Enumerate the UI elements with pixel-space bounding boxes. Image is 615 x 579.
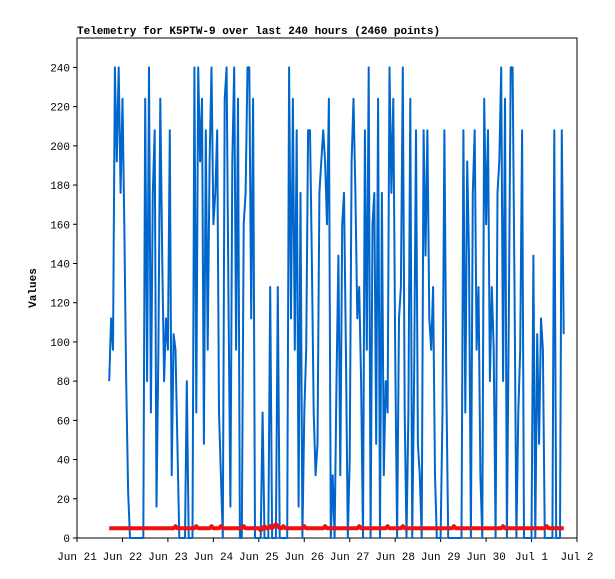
x-tick-label: Jun 27 bbox=[330, 552, 370, 564]
y-tick-label: 200 bbox=[50, 142, 70, 154]
x-tick-label: Jul 1 bbox=[515, 552, 548, 564]
x-tick-label: Jun 30 bbox=[466, 552, 506, 564]
y-tick-label: 40 bbox=[57, 456, 70, 468]
x-tick-label: Jun 28 bbox=[375, 552, 415, 564]
y-tick-label: 140 bbox=[50, 259, 70, 271]
x-tick-label: Jul 2 bbox=[560, 552, 593, 564]
y-tick-label: 0 bbox=[63, 534, 70, 546]
plot-frame bbox=[76, 37, 578, 539]
data-line bbox=[108, 66, 565, 539]
y-tick-label: 120 bbox=[50, 299, 70, 311]
y-tick-label: 60 bbox=[57, 416, 70, 428]
y-tick-label: 240 bbox=[50, 63, 70, 75]
x-tick-label: Jun 29 bbox=[421, 552, 461, 564]
x-tick-label: Jun 24 bbox=[194, 552, 234, 564]
y-tick-label: 180 bbox=[50, 181, 70, 193]
x-tick-label: Jun 26 bbox=[284, 552, 324, 564]
y-tick-label: 100 bbox=[50, 338, 70, 350]
data-line bbox=[109, 522, 564, 533]
x-tick-label: Jun 21 bbox=[57, 552, 97, 564]
chart-title: Telemetry for K5PTW-9 over last 240 hour… bbox=[77, 26, 440, 38]
x-tick-label: Jun 23 bbox=[148, 552, 188, 564]
y-tick-label: 160 bbox=[50, 220, 70, 232]
y-tick-label: 220 bbox=[50, 103, 70, 115]
x-tick-label: Jun 25 bbox=[239, 552, 279, 564]
x-tick-label: Jun 22 bbox=[103, 552, 143, 564]
y-tick-label: 20 bbox=[57, 495, 70, 507]
y-tick-label: 80 bbox=[57, 377, 70, 389]
y-axis-label: Values bbox=[28, 268, 40, 308]
